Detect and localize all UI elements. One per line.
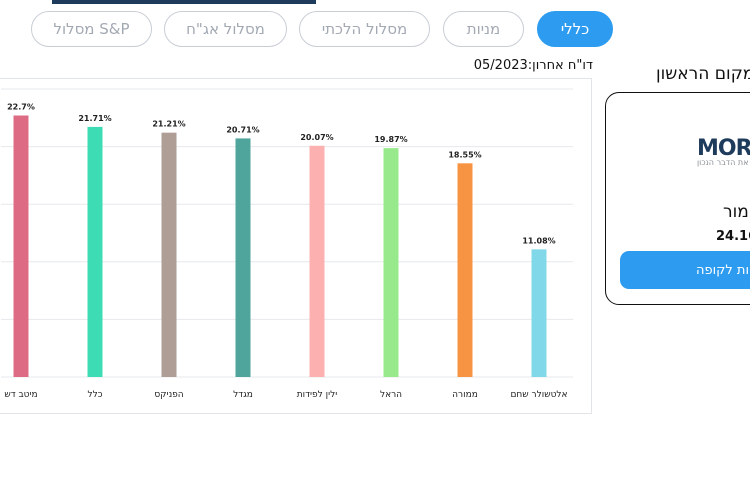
first-place-title: מקום הראשון — [656, 64, 750, 84]
category-label: הראל — [380, 390, 402, 400]
bar[interactable] — [383, 148, 399, 377]
bar[interactable] — [309, 145, 325, 377]
category-label: ממורה — [452, 390, 478, 400]
tab-stocks[interactable]: מניות — [443, 11, 524, 47]
bar[interactable] — [13, 115, 29, 377]
bar-value-label: 18.55% — [448, 150, 481, 159]
category-label: מגדל — [233, 390, 253, 400]
bar[interactable] — [457, 163, 473, 377]
tab-halachic-track[interactable]: מסלול הלכתי — [299, 11, 430, 47]
fund-yield: 24.16 — [716, 229, 750, 244]
category-label: ילין לפידות — [297, 390, 337, 400]
logo-text: MORE — [697, 136, 750, 161]
fund-name: מור — [723, 202, 749, 222]
tab-bonds-track[interactable]: מסלול אג"ח — [164, 11, 287, 47]
returns-bar-chart: 11.08% אלטשולר שחם 18.55% ממורה 19.87% הראל 20… — [0, 78, 592, 414]
bar-value-label: 22.7% — [7, 102, 35, 111]
category-label: מיטב דש — [4, 390, 37, 400]
bar-value-label: 21.21% — [152, 120, 185, 129]
tab-sp-track[interactable]: מסלול S&P — [31, 11, 152, 47]
bar-value-label: 11.08% — [522, 236, 555, 245]
bar[interactable] — [531, 249, 547, 377]
tab-general[interactable]: כללי — [537, 11, 613, 47]
category-label: הפניקס — [154, 390, 183, 400]
last-report-date: דו"ח אחרון:05/2023 — [473, 58, 593, 73]
more-logo: MORE את הדבר הנכון — [697, 136, 750, 167]
bar[interactable] — [235, 138, 251, 377]
category-label: אלטשולר שחם — [510, 390, 567, 400]
winner-card: MORE את הדבר הנכון מור 24.16 פות לקופה — [605, 92, 750, 305]
bar[interactable] — [87, 126, 103, 377]
bar-value-label: 19.87% — [374, 135, 407, 144]
logo-subtitle: את הדבר הנכון — [697, 158, 749, 167]
bar-value-label: 21.71% — [78, 114, 111, 123]
chart-canvas: 11.08% אלטשולר שחם 18.55% ממורה 19.87% הראל 20… — [1, 88, 573, 400]
join-fund-button[interactable]: פות לקופה — [620, 251, 750, 289]
bar[interactable] — [161, 132, 177, 377]
bar-value-label: 20.71% — [226, 125, 259, 134]
active-section-indicator — [52, 0, 316, 4]
category-label: כלל — [88, 390, 103, 400]
bar-value-label: 20.07% — [300, 133, 333, 142]
